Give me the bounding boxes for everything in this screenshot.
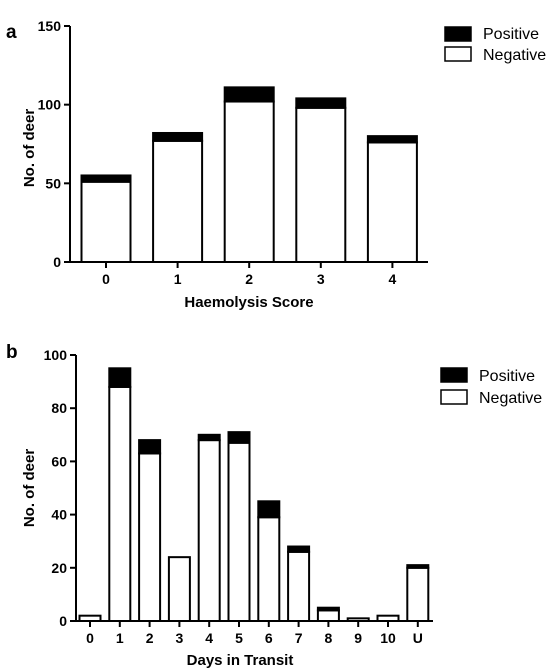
- panel-a: a 0 50 100 150 0 1 2 3 4 Haemolysis Score No. o…: [6, 18, 546, 311]
- panel-a-legend-negative-label: Negative: [483, 47, 546, 64]
- x-tick-label: 1: [116, 630, 124, 646]
- panel-a-legend: Positive Negative: [444, 26, 546, 64]
- panel-a-label: a: [6, 22, 17, 43]
- bar-positive: [152, 131, 204, 142]
- bar-negative: [223, 100, 275, 263]
- panel-a-legend-positive-swatch: [444, 26, 472, 42]
- bar-positive: [227, 431, 251, 444]
- y-tick-label: 0: [59, 613, 67, 629]
- panel-b-x-ticks: 0 1 2 3 4 5 6 7 8 9 10 U: [86, 621, 423, 646]
- panel-b-legend-negative-label: Negative: [479, 390, 542, 407]
- bar-negative: [197, 439, 221, 622]
- panel-b-legend-positive-swatch: [440, 367, 468, 383]
- x-tick-label: 2: [245, 271, 253, 287]
- bar-positive: [316, 606, 340, 612]
- bar-negative: [287, 550, 311, 623]
- y-tick-label: 50: [45, 175, 61, 191]
- panel-b-y-axis-title: No. of deer: [21, 449, 38, 528]
- bar-positive: [108, 367, 132, 388]
- bar-positive: [80, 174, 132, 183]
- bar-positive: [197, 433, 221, 442]
- x-tick-label: 3: [317, 271, 325, 287]
- x-tick-label: 0: [102, 271, 110, 287]
- bar-negative: [152, 139, 204, 263]
- x-tick-label: 10: [380, 630, 396, 646]
- bar-negative: [138, 452, 162, 623]
- y-tick-label: 100: [44, 347, 68, 363]
- bar-negative: [80, 180, 132, 263]
- bar-negative: [108, 385, 132, 623]
- panel-a-x-ticks: 0 1 2 3 4: [102, 262, 397, 287]
- x-tick-label: 3: [176, 630, 184, 646]
- y-tick-label: 40: [51, 507, 67, 523]
- bar-positive: [138, 439, 162, 455]
- x-tick-label: 9: [354, 630, 362, 646]
- panel-a-y-axis-title: No. of deer: [21, 109, 38, 188]
- bar-negative: [227, 441, 251, 622]
- bar-negative: [167, 556, 191, 622]
- x-tick-label: 8: [325, 630, 333, 646]
- panel-b-legend-negative-swatch: [440, 389, 468, 405]
- bar-positive: [295, 97, 347, 109]
- bar-positive: [366, 135, 418, 144]
- y-tick-label: 150: [38, 18, 62, 34]
- panel-a-bars: [80, 86, 418, 263]
- y-tick-label: 20: [51, 560, 67, 576]
- panel-b: b 0 20 40 60 80 100 0 1 2 3 4 5 6 7 8 9 10 U Days in Tra…: [6, 342, 542, 668]
- panel-b-y-ticks: 0 20 40 60 80 100: [44, 347, 76, 629]
- bar-positive: [257, 500, 281, 519]
- x-tick-label: 4: [389, 271, 397, 287]
- x-tick-label: 4: [205, 630, 213, 646]
- x-tick-label: 0: [86, 630, 94, 646]
- y-tick-label: 100: [38, 97, 62, 113]
- bar-negative: [257, 516, 281, 623]
- x-tick-label: 5: [235, 630, 243, 646]
- panel-b-bars: [78, 367, 430, 623]
- bar-negative: [366, 141, 418, 263]
- panel-b-legend-positive-label: Positive: [479, 368, 535, 385]
- y-tick-label: 80: [51, 400, 67, 416]
- panel-b-x-axis-title: Days in Transit: [187, 652, 294, 668]
- bar-positive: [223, 86, 275, 103]
- bar-negative: [316, 609, 340, 622]
- x-tick-label: 7: [295, 630, 303, 646]
- panel-b-label: b: [6, 342, 18, 363]
- panel-a-legend-positive-label: Positive: [483, 26, 539, 43]
- panel-b-legend: Positive Negative: [440, 367, 542, 407]
- x-tick-label: 1: [174, 271, 182, 287]
- y-tick-label: 60: [51, 453, 67, 469]
- bar-negative: [295, 106, 347, 263]
- y-tick-label: 0: [53, 254, 61, 270]
- bar-positive: [287, 545, 311, 553]
- x-tick-label: U: [413, 630, 423, 646]
- bar-positive: [406, 564, 430, 569]
- x-tick-label: 2: [146, 630, 154, 646]
- x-tick-label: 6: [265, 630, 273, 646]
- panel-a-y-ticks: 0 50 100 150: [38, 18, 70, 270]
- panel-a-x-axis-title: Haemolysis Score: [184, 294, 313, 311]
- panel-a-legend-negative-swatch: [444, 46, 472, 62]
- bar-negative: [406, 566, 430, 622]
